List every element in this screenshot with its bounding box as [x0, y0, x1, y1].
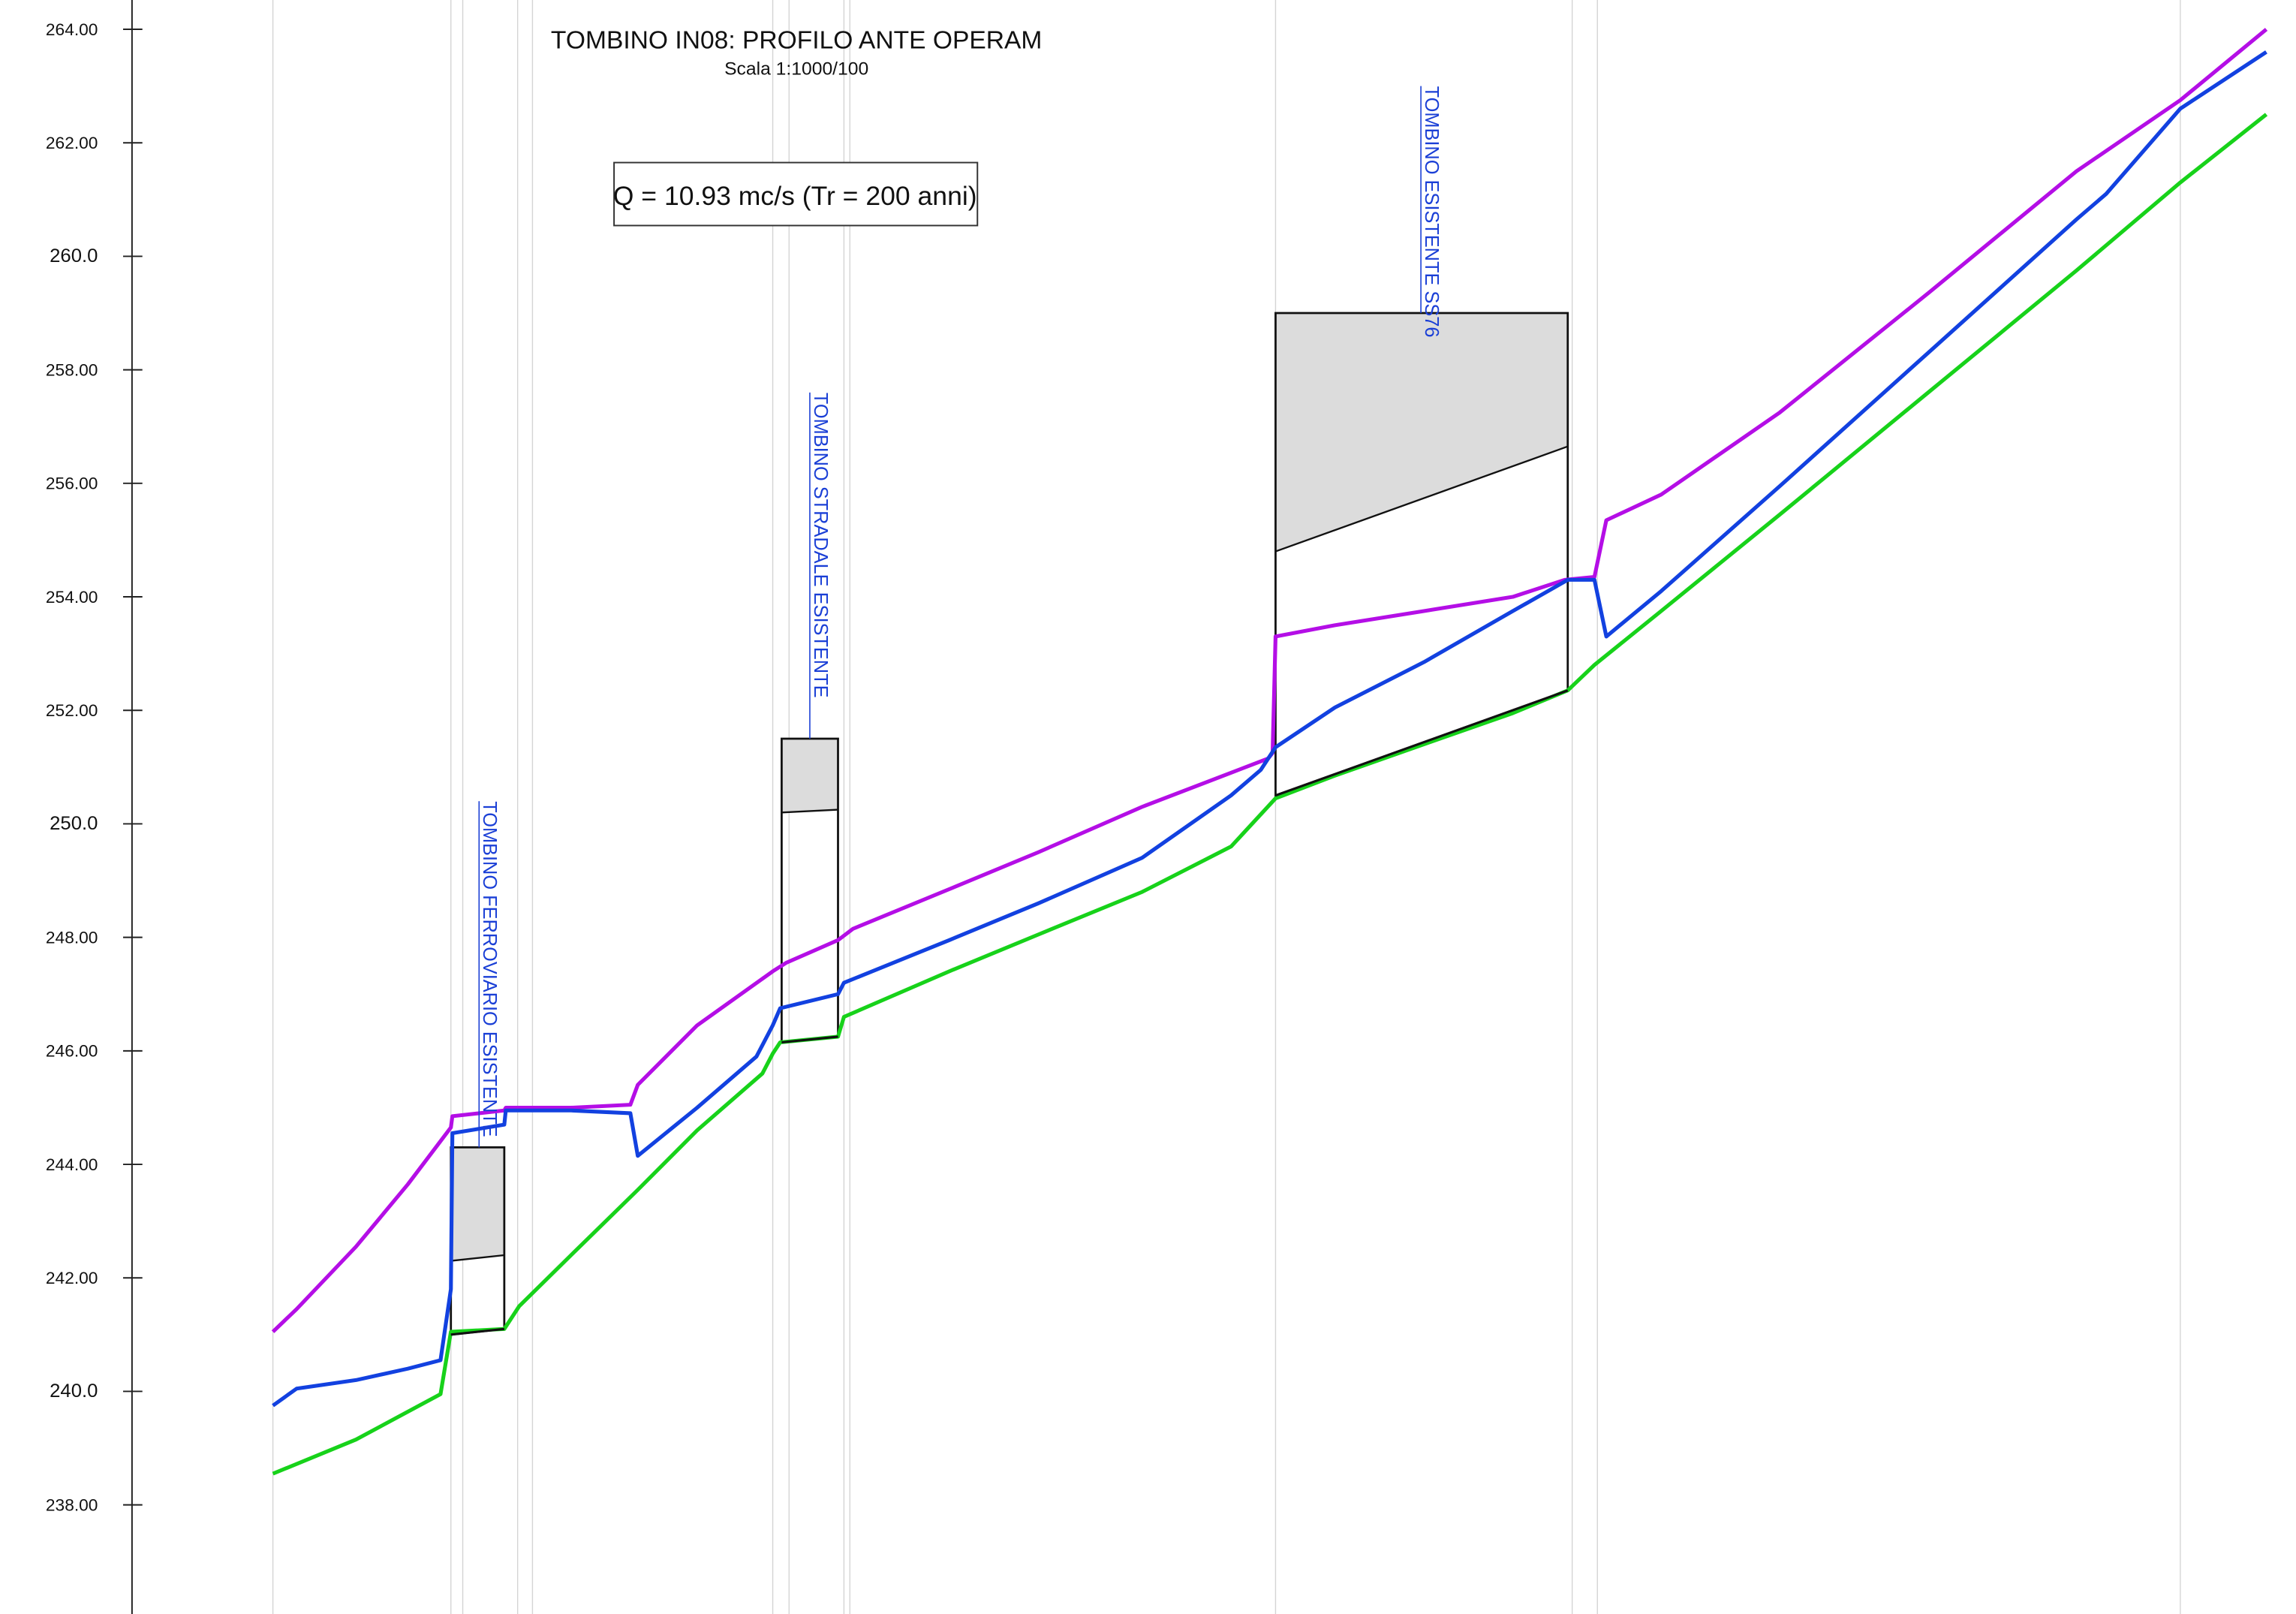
water-line — [272, 50, 2267, 1408]
y-tick-label: 260.0 — [50, 245, 98, 266]
energy-line — [271, 28, 2268, 1333]
structure-deck-line — [781, 809, 838, 814]
y-tick-label: 264.00 — [46, 20, 98, 39]
y-tick-label: 238.00 — [46, 1496, 98, 1515]
structure-bottom-line — [781, 1035, 838, 1044]
structure — [1274, 312, 1569, 797]
structure-deck-line — [450, 1254, 505, 1262]
structure-label: TOMBINO STRADALE ESISTENTE — [810, 393, 831, 698]
y-tick-label: 248.00 — [46, 929, 98, 947]
structure-label: TOMBINO ESISTENTE SS76 — [1421, 86, 1442, 338]
chart-title: TOMBINO IN08: PROFILO ANTE OPERAM — [551, 27, 1042, 55]
annotation-text: Q = 10.93 mc/s (Tr = 200 anni) — [613, 182, 977, 211]
structure-bottom-line — [450, 1327, 505, 1336]
y-tick-label: 250.0 — [50, 813, 98, 834]
structures — [450, 312, 1569, 1336]
y-tick-label: 256.00 — [46, 474, 98, 493]
structure-fill — [1275, 313, 1568, 552]
structure-label: TOMBINO FERROVIARIO ESISTENTE — [479, 801, 500, 1137]
bed-line — [272, 113, 2268, 1476]
y-tick-label: 254.00 — [46, 588, 98, 607]
annotation-box — [613, 161, 979, 227]
y-tick-label: 244.00 — [46, 1155, 98, 1174]
y-tick-label: 262.00 — [46, 134, 98, 152]
structure-fill — [450, 1147, 504, 1261]
y-tick-label: 246.00 — [46, 1042, 98, 1061]
structure — [450, 1146, 506, 1336]
chart-subtitle: Scala 1:1000/100 — [724, 59, 868, 80]
structure-labels: TOMBINO FERROVIARIO ESISTENTE TOMBINO STR… — [478, 86, 1442, 1148]
structure-fill — [781, 739, 838, 813]
structure-bottom-line — [1274, 689, 1569, 797]
y-tick-label: 240.0 — [50, 1381, 98, 1402]
station-lines — [272, 0, 2181, 1614]
discharge-annotation: Q = 10.93 mc/s (Tr = 200 anni) — [613, 161, 979, 227]
profile-series — [271, 28, 2268, 1476]
y-tick-label: 242.00 — [46, 1269, 98, 1287]
structure-deck-line — [1275, 445, 1569, 553]
y-tick-label: 252.00 — [46, 701, 98, 720]
y-tick-label: 258.00 — [46, 361, 98, 380]
y-axis: 238.00 240.0 242.00 244.00 246.00 248.00 250.0… — [46, 0, 143, 1614]
